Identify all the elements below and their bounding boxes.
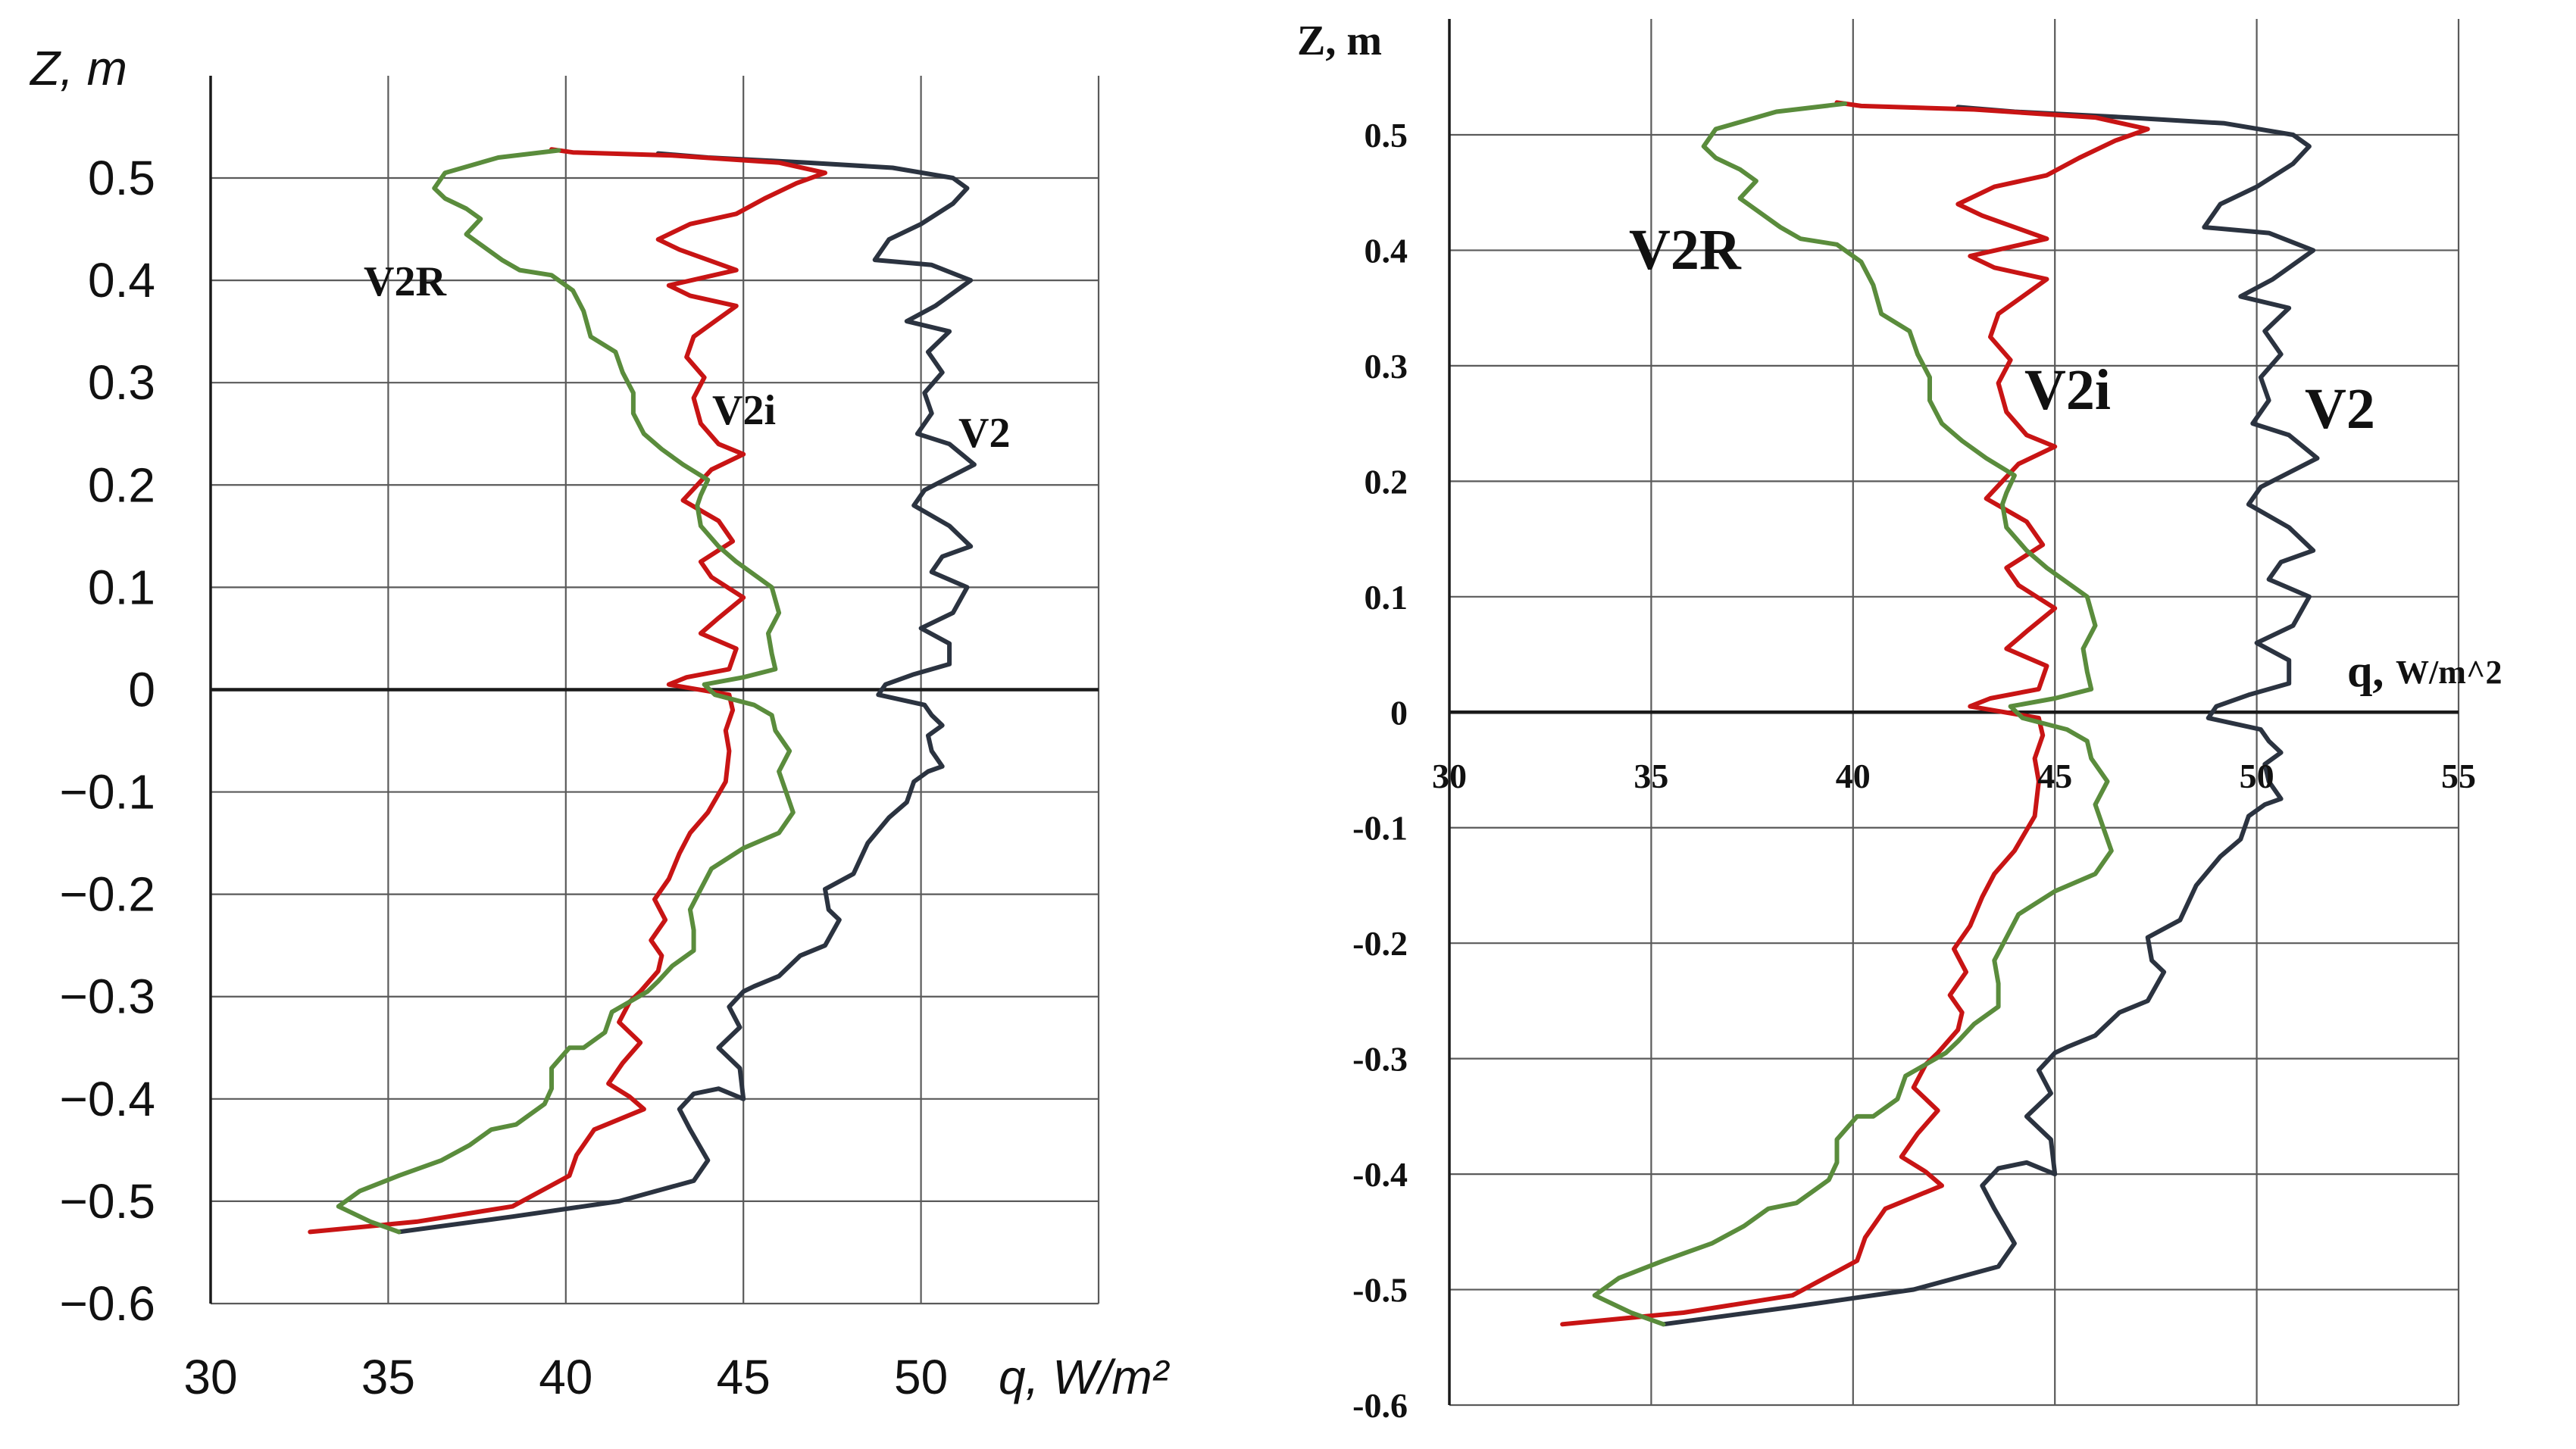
series-line-v2i: [1560, 100, 2150, 1327]
y-axis-title: Z, m: [1297, 17, 1382, 64]
series-line-v2: [396, 151, 977, 1235]
y-tick-label: 0: [1390, 693, 1408, 732]
y-tick-label: 0.1: [88, 560, 155, 614]
y-tick-label: 0.3: [88, 355, 155, 410]
y-tick-label: −0.4: [60, 1072, 155, 1126]
x-axis-title: q,: [2347, 646, 2384, 696]
x-axis-unit: W/m^2: [2396, 654, 2502, 691]
y-tick-label: -0.1: [1352, 809, 1408, 848]
x-tick-label: 40: [539, 1350, 592, 1404]
y-tick-label: −0.2: [60, 867, 155, 922]
series-line-v2r: [1592, 101, 2114, 1327]
x-tick-label: 40: [1836, 757, 1871, 795]
y-tick-label: −0.5: [60, 1174, 155, 1229]
x-tick-label: 45: [2037, 757, 2072, 795]
series-label-v2r: V2R: [1629, 218, 1742, 282]
x-tick-label: 50: [2240, 757, 2274, 795]
y-tick-label: 0.3: [1365, 347, 1408, 386]
y-axis-title: Z, m: [29, 41, 127, 95]
x-tick-label: 55: [2441, 757, 2476, 795]
y-tick-label: 0.4: [88, 253, 155, 308]
series-line-v2i: [308, 147, 827, 1235]
x-tick-label: 30: [1432, 757, 1467, 795]
y-tick-label: 0.2: [88, 457, 155, 512]
x-tick-label: 45: [717, 1350, 771, 1404]
y-tick-label: −0.1: [60, 765, 155, 820]
y-tick-label: 0.5: [88, 151, 155, 205]
x-axis-title: q, W/m²: [999, 1350, 1171, 1404]
y-tick-label: -0.5: [1352, 1271, 1408, 1310]
y-tick-label: -0.4: [1352, 1155, 1408, 1194]
y-tick-label: −0.6: [60, 1276, 155, 1331]
series-label-v2r: V2R: [364, 258, 446, 305]
x-tick-label: 30: [183, 1350, 237, 1404]
y-tick-label: 0.1: [1365, 578, 1408, 617]
x-tick-label: 35: [361, 1350, 415, 1404]
x-tick-label: 50: [894, 1350, 948, 1404]
series-label-v2: V2: [958, 410, 1010, 457]
y-tick-label: -0.2: [1352, 924, 1408, 963]
y-tick-label: −0.3: [60, 970, 155, 1024]
series-line-v2: [1661, 105, 2320, 1327]
y-tick-label: 0: [128, 662, 155, 717]
y-tick-label: 0.2: [1365, 462, 1408, 501]
chart-right: 0.5 0.4 0.3 0.2 0.1 0 -0.1 -0.2 -0.3 -0.4 -0.5 -0.6…: [1297, 17, 2502, 1425]
y-tick-label: -0.6: [1352, 1386, 1408, 1425]
series-line-v2r: [336, 148, 796, 1235]
series-label-v2i: V2i: [712, 387, 776, 434]
series-label-v2: V2: [2305, 377, 2375, 441]
y-tick-label: 0.5: [1365, 116, 1408, 155]
x-tick-label: 35: [1633, 757, 1668, 795]
series-label-v2i: V2i: [2024, 358, 2111, 422]
y-tick-label: 0.4: [1365, 231, 1408, 270]
y-tick-label: -0.3: [1352, 1040, 1408, 1079]
chart-left: 0.5 0.4 0.3 0.2 0.1 0 −0.1 −0.2 −0.3 −0.4 −0.5 −0.6…: [29, 41, 1171, 1404]
